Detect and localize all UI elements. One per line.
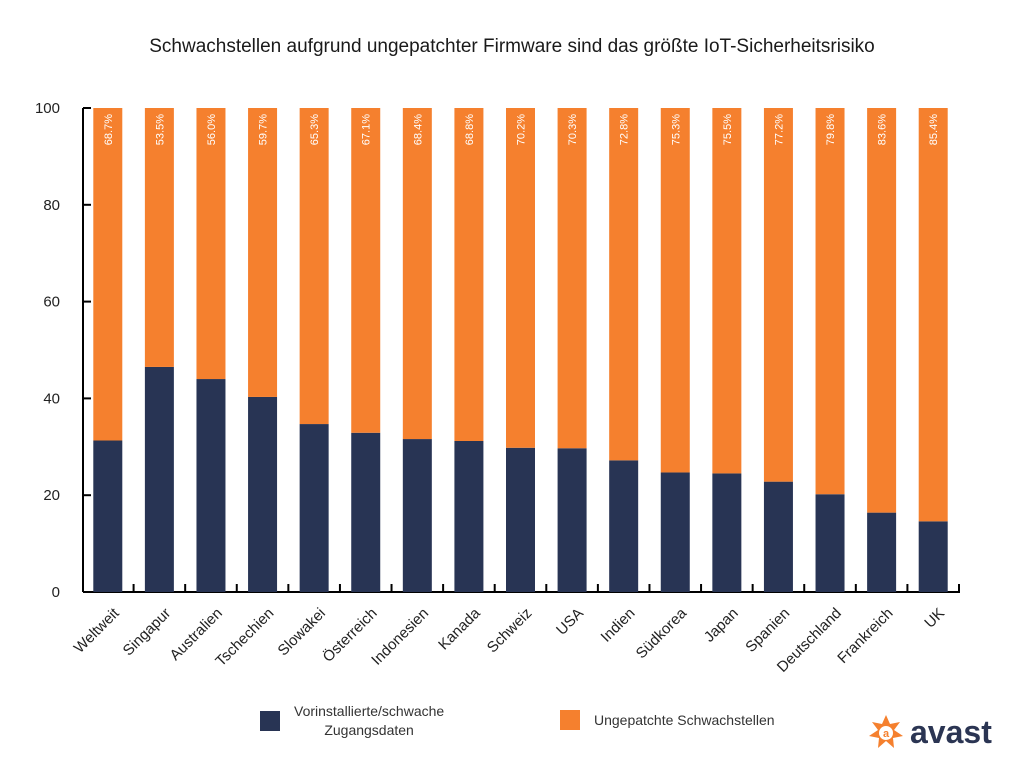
data-label: 85.4% [928,114,940,145]
bar-credentials [196,379,226,592]
bar-unpatched [815,108,845,495]
avast-logo-icon: a [869,715,903,748]
data-label: 68.7% [103,114,115,145]
category-label: Frankreich [834,605,896,667]
legend-item-unpatched: Ungepatchte Schwachstellen [560,710,775,730]
bar-unpatched [248,108,278,397]
y-tick-label: 40 [43,390,60,407]
data-label: 72.8% [619,114,631,145]
bar-unpatched [402,108,432,440]
bar-credentials [867,512,897,592]
category-label: Schweiz [484,605,536,657]
category-label: Indien [598,605,639,646]
bar-credentials [351,432,381,592]
legend-label-unpatched: Ungepatchte Schwachstellen [594,711,775,728]
data-label: 70.2% [516,114,528,145]
bar-unpatched [557,108,587,449]
data-label: 70.3% [567,114,579,145]
bar-credentials [299,424,329,592]
avast-logo: a avast [866,712,992,752]
avast-logo-text: avast [910,713,992,750]
bar-unpatched [918,108,948,522]
bar-credentials [609,460,639,592]
data-label: 56.0% [206,114,218,145]
y-tick-label: 100 [35,100,60,117]
bar-unpatched [196,108,226,380]
bars [93,108,948,592]
data-label: 65.3% [309,114,321,145]
bar-credentials [402,439,432,592]
legend-swatch-credentials [260,711,280,731]
category-label: Spanien [742,605,793,656]
bar-unpatched [609,108,639,461]
bar-unpatched [144,108,174,367]
y-tick-label: 80 [43,197,60,214]
category-label: Singapur [120,605,174,659]
bar-credentials [144,366,174,592]
bar-credentials [918,521,948,592]
data-label: 68.4% [412,114,424,145]
category-label: UK [921,605,948,632]
category-label: Weltweit [71,604,123,656]
data-label: 83.6% [877,114,889,145]
data-label: 75.3% [670,114,682,145]
bar-unpatched [506,108,535,448]
bar-unpatched [454,108,484,441]
data-label: 77.2% [773,114,785,145]
data-label: 53.5% [154,114,166,145]
chart-title: Schwachstellen aufgrund ungepatchter Fir… [149,36,875,57]
legend: Vorinstallierte/schwache Zugangsdaten Un… [0,700,1024,760]
data-label: 59.7% [258,114,270,145]
bar-unpatched [351,108,381,433]
bar-credentials [248,396,278,592]
legend-item-credentials: Vorinstallierte/schwache Zugangsdaten [260,702,444,740]
legend-swatch-unpatched [560,710,580,730]
data-label: 68.8% [464,114,476,145]
data-label: 75.5% [722,114,734,145]
bar-unpatched [763,108,793,482]
category-label: USA [553,605,587,639]
bar-credentials [454,440,484,592]
bar-credentials [815,494,845,592]
stacked-bar-chart: 0 20 40 60 80 100 68.7% Weltweit 53.5% Singapur 56… [35,100,960,676]
data-label: 79.8% [825,114,837,145]
svg-text:a: a [883,728,890,740]
bar-unpatched [660,108,690,473]
bar-credentials [660,472,690,592]
y-tick-label: 60 [43,294,60,311]
bar-credentials [557,448,587,592]
category-label: Japan [701,605,742,646]
bar-unpatched [867,108,897,513]
category-label: Kanada [435,604,484,653]
bar-credentials [712,473,742,592]
bar-credentials [93,440,123,592]
legend-label-credentials: Vorinstallierte/schwache Zugangsdaten [294,703,445,738]
category-label: Südkorea [633,604,691,662]
data-label: 67.1% [361,114,373,145]
category-label: Slowakei [275,605,329,659]
bar-unpatched [299,108,329,425]
y-tick-label: 20 [43,487,60,504]
y-tick-label: 0 [52,584,60,601]
bar-unpatched [712,108,742,474]
bar-credentials [763,481,793,592]
bar-credentials [506,447,535,592]
bar-unpatched [93,108,123,441]
